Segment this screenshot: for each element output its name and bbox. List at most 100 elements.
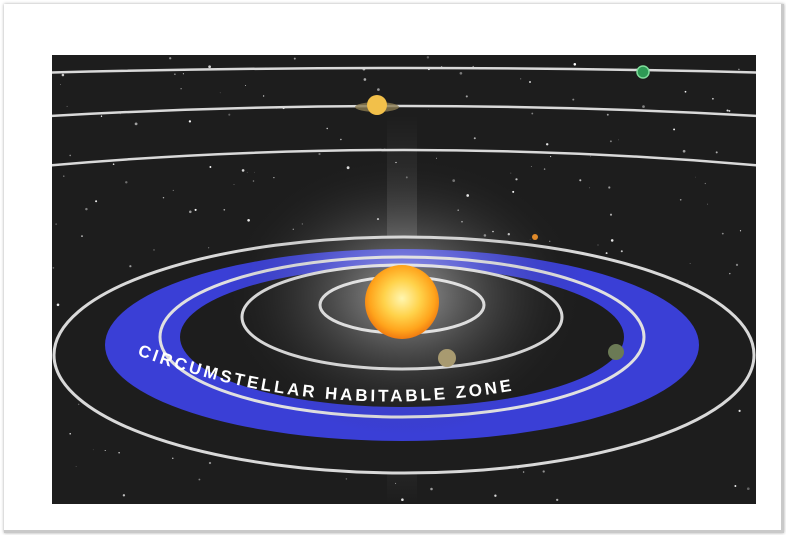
star-dot xyxy=(241,169,245,172)
star-dot xyxy=(81,235,83,237)
star-dot xyxy=(75,466,77,467)
star-dot xyxy=(273,176,275,179)
star-dot xyxy=(573,63,577,66)
star-dot xyxy=(223,208,226,211)
star-dot xyxy=(172,457,174,459)
star-dot xyxy=(208,65,211,69)
star-dot xyxy=(56,303,60,307)
star-dot xyxy=(95,200,98,203)
space-scene: CIRCUMSTELLAR HABITABLE ZONE xyxy=(52,55,756,504)
star-dot xyxy=(122,494,126,497)
star-dot xyxy=(92,449,94,451)
star-dot xyxy=(85,207,88,211)
star-dot xyxy=(608,186,611,189)
star-dot xyxy=(245,85,247,87)
star-dot xyxy=(707,203,709,205)
star-dot xyxy=(572,98,575,101)
star-dot xyxy=(734,485,737,487)
star-dot xyxy=(363,78,367,81)
orbit-outer-1 xyxy=(52,66,756,74)
star-dot xyxy=(494,494,497,497)
star-dot xyxy=(610,239,614,242)
star-dot xyxy=(738,409,741,412)
star-dot xyxy=(606,113,609,116)
star-dot xyxy=(545,143,549,146)
star-dot xyxy=(208,247,210,249)
star-dot xyxy=(510,172,512,174)
star-dot xyxy=(172,189,174,191)
star-dot xyxy=(735,263,739,267)
star-dot xyxy=(465,95,468,98)
star-dot xyxy=(326,127,328,130)
solar-system-illustration: CIRCUMSTELLAR HABITABLE ZONE xyxy=(52,56,756,504)
star-dot xyxy=(104,449,106,452)
star-dot xyxy=(609,140,612,143)
star-dot xyxy=(430,487,433,491)
star-dot xyxy=(174,73,176,75)
star-dot xyxy=(531,112,534,115)
star-dot xyxy=(597,244,599,246)
star-dot xyxy=(233,184,235,185)
star-dot xyxy=(55,223,57,225)
star-dot xyxy=(620,250,623,253)
star-dot xyxy=(262,95,265,97)
star-dot xyxy=(125,181,128,184)
star-dot xyxy=(78,403,80,405)
star-dot xyxy=(100,115,103,117)
star-dot xyxy=(642,105,645,108)
star-dot xyxy=(673,128,676,131)
star-dot xyxy=(590,155,592,157)
star-dot xyxy=(254,171,255,173)
star-dot xyxy=(459,71,463,75)
star-dot xyxy=(340,138,342,141)
star-dot xyxy=(543,168,546,170)
star-dot xyxy=(247,218,250,222)
star-dot xyxy=(728,109,731,112)
star-dot xyxy=(63,175,65,177)
star-dot xyxy=(695,176,696,178)
star-dot xyxy=(318,152,321,156)
planet-earthlike-icon xyxy=(608,344,624,360)
star-dot xyxy=(684,90,687,93)
star-dot xyxy=(377,88,380,91)
star-dot xyxy=(687,282,689,284)
star-dot xyxy=(589,187,591,189)
star-dot xyxy=(739,230,742,232)
planet-orange-icon xyxy=(532,234,538,240)
star-dot xyxy=(208,461,212,465)
star-dot xyxy=(689,263,691,264)
star-dot xyxy=(609,213,613,216)
orbit-outer-2 xyxy=(52,104,756,118)
star-dot xyxy=(153,249,155,251)
star-dot xyxy=(219,92,221,94)
star-dot xyxy=(293,57,296,60)
star-dot xyxy=(618,139,619,141)
star-dot xyxy=(712,97,714,100)
star-dot xyxy=(520,78,522,80)
star-dot xyxy=(556,498,559,502)
star-dot xyxy=(549,155,552,158)
star-dot xyxy=(180,88,182,90)
star-dot xyxy=(704,182,706,185)
star-dot xyxy=(679,198,682,201)
star-dot xyxy=(61,73,65,77)
star-dot xyxy=(182,73,184,75)
star-dot xyxy=(246,171,248,173)
star-dot xyxy=(515,178,518,181)
star-dot xyxy=(162,196,165,199)
sun-icon xyxy=(365,265,439,339)
planet-ringed-icon xyxy=(355,95,399,115)
star-dot xyxy=(198,478,201,481)
photo-frame: CIRCUMSTELLAR HABITABLE ZONE xyxy=(4,4,784,533)
star-dot xyxy=(726,109,729,112)
star-dot xyxy=(252,180,255,182)
star-dot xyxy=(428,109,429,110)
star-dot xyxy=(66,105,68,107)
star-dot xyxy=(473,137,476,140)
star-dot xyxy=(169,57,172,60)
star-dot xyxy=(746,487,750,491)
star-dot xyxy=(209,166,212,168)
star-dot xyxy=(605,252,608,255)
star-dot xyxy=(522,471,525,473)
star-dot xyxy=(729,272,731,275)
